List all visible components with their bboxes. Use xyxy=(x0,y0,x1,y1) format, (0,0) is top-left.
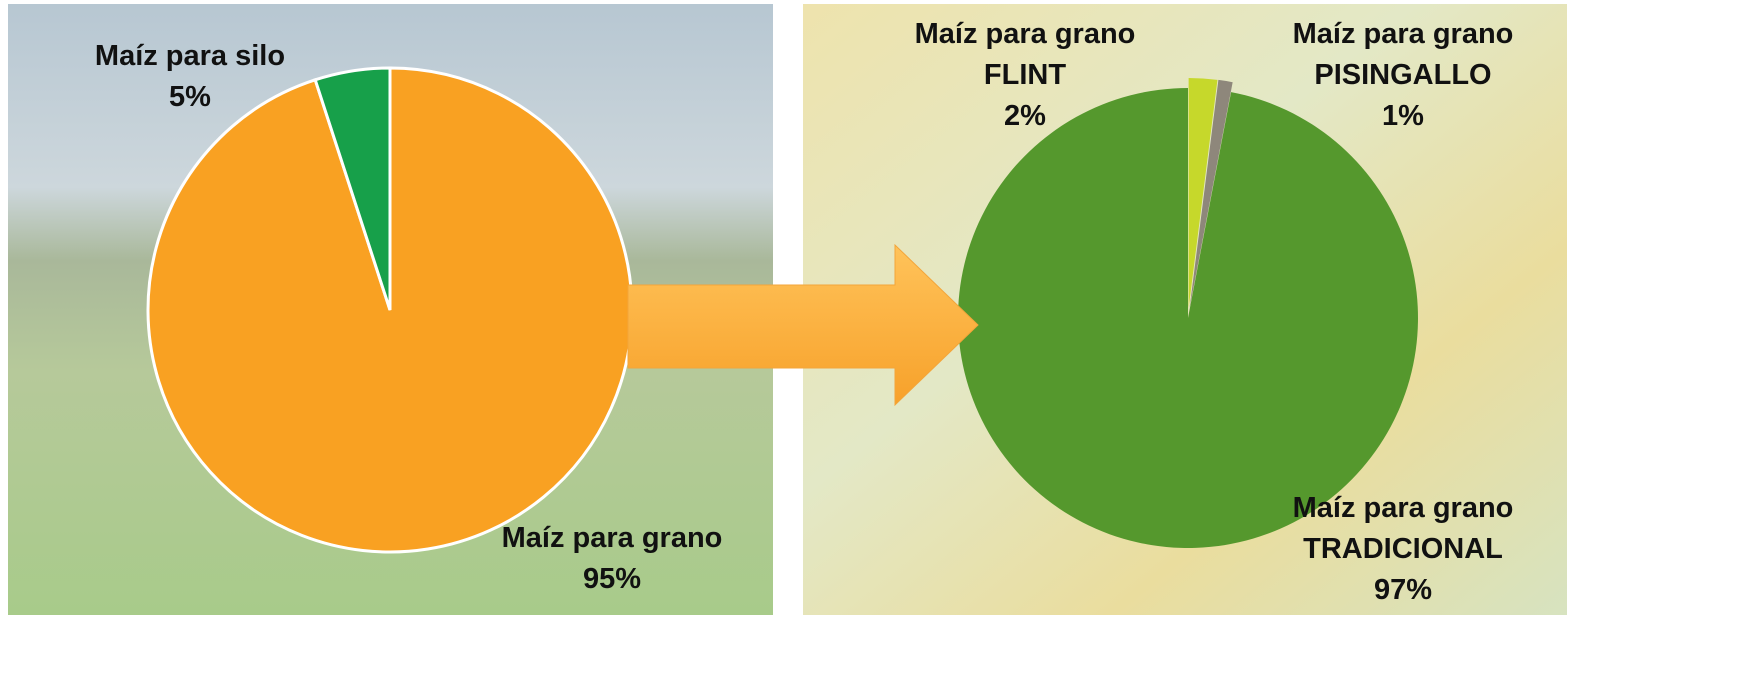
category-label: Maíz para grano xyxy=(501,522,723,554)
value-label: 95% xyxy=(582,563,642,595)
category-label: Maíz para silo xyxy=(94,40,286,72)
category-label: Maíz para grano FLINT xyxy=(914,18,1136,91)
value-label: 5% xyxy=(169,81,211,113)
slice-label: Maíz para grano TRADICIONAL 97% xyxy=(1233,488,1573,611)
slice-label: Maíz para silo 5% xyxy=(20,36,360,118)
arrow xyxy=(627,243,979,407)
category-label: Maíz para grano PISINGALLO xyxy=(1292,18,1514,91)
value-label: 97% xyxy=(1373,574,1433,606)
value-label: 2% xyxy=(1004,100,1046,132)
pie-slice xyxy=(1189,79,1233,309)
pie-slice xyxy=(1188,78,1218,309)
slice-label: Maíz para grano PISINGALLO 1% xyxy=(1233,14,1573,137)
value-label: 1% xyxy=(1382,100,1424,132)
pie-slice xyxy=(313,66,392,311)
category-label: Maíz para grano TRADICIONAL xyxy=(1292,492,1514,565)
pie-slice xyxy=(957,88,1418,548)
slice-label: Maíz para grano FLINT 2% xyxy=(855,14,1195,137)
slice-label: Maíz para grano 95% xyxy=(442,518,782,600)
